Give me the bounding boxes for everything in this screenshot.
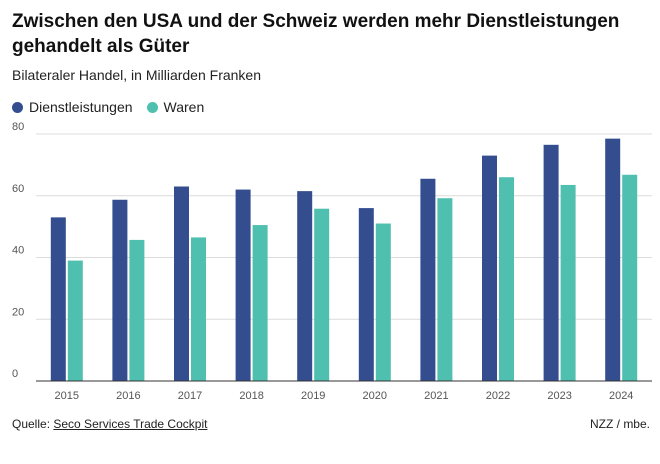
- bar-waren-2018: [252, 225, 268, 381]
- bar-waren-2024: [622, 174, 638, 381]
- legend-swatch-waren: [146, 101, 158, 113]
- x-tick-label: 2020: [363, 390, 387, 402]
- bar-dienstleistungen-2020: [358, 208, 374, 381]
- bars: [50, 138, 638, 381]
- credit: NZZ / mbe.: [589, 417, 650, 431]
- x-tick-label: 2016: [116, 390, 140, 402]
- y-tick-label: 40: [12, 245, 24, 257]
- bar-waren-2020: [375, 223, 391, 381]
- bar-dienstleistungen-2016: [112, 199, 128, 381]
- bar-dienstleistungen-2023: [543, 144, 559, 381]
- bar-dienstleistungen-2018: [235, 189, 251, 381]
- x-tick-label: 2021: [424, 390, 448, 402]
- y-tick-label: 60: [12, 183, 24, 195]
- bar-dienstleistungen-2015: [50, 217, 66, 381]
- legend-item-dienstleistungen: Dienstleistungen: [12, 99, 133, 115]
- axes: 0 20 40 60 80 2015 2016 2017 2018 2019 2020 2021 202…: [12, 121, 652, 402]
- source-note: Quelle: Seco Services Trade Cockpit: [12, 417, 207, 431]
- bar-waren-2015: [67, 260, 83, 381]
- legend-label-dienstleistungen: Dienstleistungen: [29, 99, 133, 115]
- bar-waren-2016: [129, 239, 145, 381]
- source-link[interactable]: Seco Services Trade Cockpit: [53, 417, 208, 431]
- chart-title: Zwischen den USA und der Schweiz werden …: [12, 11, 620, 57]
- chart-subtitle: Bilateraler Handel, in Milliarden Franke…: [12, 67, 262, 83]
- x-tick-label: 2023: [547, 390, 571, 402]
- x-tick-label: 2024: [609, 390, 633, 402]
- bar-waren-2022: [499, 177, 514, 381]
- legend-label-waren: Waren: [163, 99, 205, 115]
- bar-dienstleistungen-2021: [420, 178, 436, 381]
- source-prefix: Quelle:: [12, 417, 51, 431]
- legend-item-waren: Waren: [146, 99, 205, 115]
- y-tick-label: 80: [12, 121, 24, 133]
- legend: Dienstleistungen Waren: [12, 99, 218, 115]
- bar-dienstleistungen-2022: [482, 155, 497, 381]
- x-tick-label: 2019: [301, 390, 325, 402]
- y-tick-label: 0: [12, 368, 18, 380]
- bar-waren-2021: [437, 198, 453, 381]
- bar-waren-2023: [560, 184, 576, 381]
- bar-dienstleistungen-2024: [605, 138, 621, 381]
- x-tick-label: 2015: [55, 390, 79, 402]
- bar-waren-2017: [191, 237, 206, 381]
- bar-dienstleistungen-2017: [174, 186, 189, 381]
- grid-lines: [36, 133, 652, 320]
- bar-waren-2019: [314, 208, 330, 381]
- y-tick-label: 20: [12, 306, 24, 318]
- legend-swatch-dienstleistungen: [12, 101, 23, 113]
- x-tick-label: 2017: [178, 390, 202, 402]
- x-tick-label: 2018: [239, 390, 263, 402]
- x-tick-label: 2022: [486, 390, 510, 402]
- bar-dienstleistungen-2019: [297, 191, 313, 381]
